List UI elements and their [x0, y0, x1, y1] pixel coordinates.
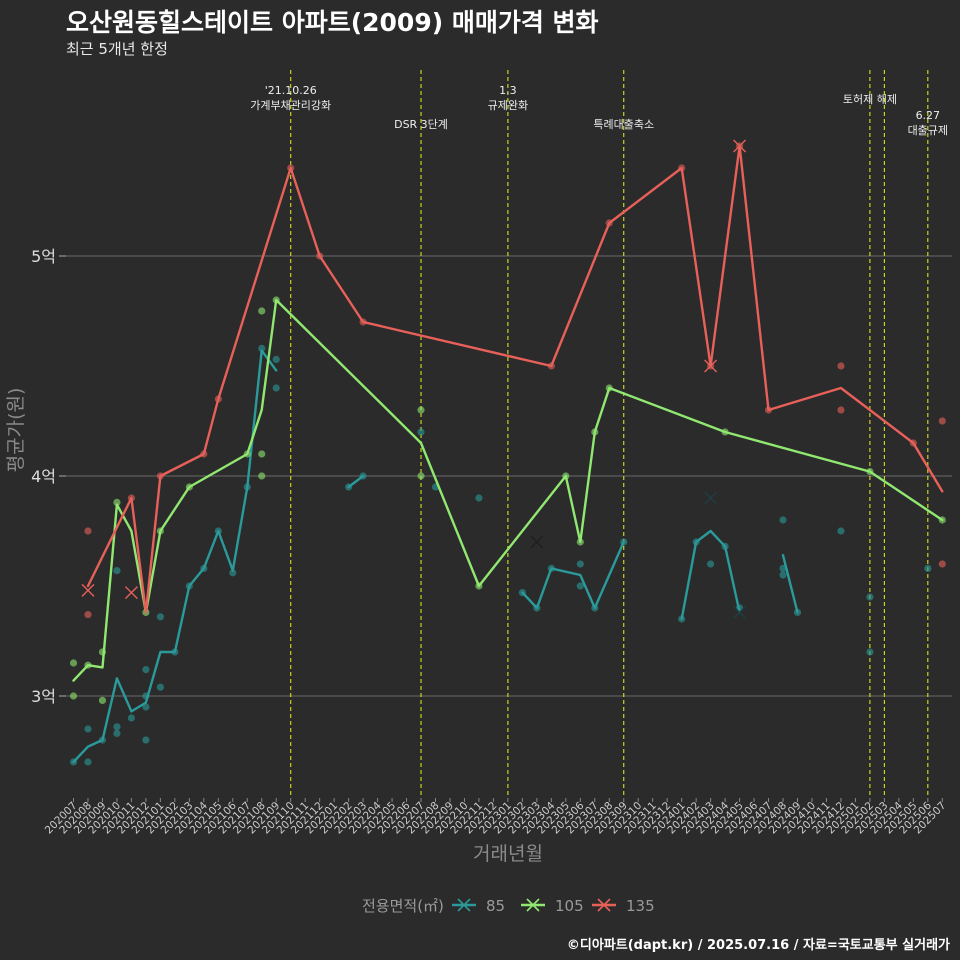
y-tick-label: 5억 [31, 247, 56, 266]
data-point [866, 648, 874, 656]
series-line [86, 144, 944, 614]
data-point [938, 417, 946, 425]
event-label-line: '21.10.26 [265, 84, 317, 97]
legend-cross [457, 898, 471, 912]
event-label: 6.27 대출규제 [908, 109, 948, 137]
cross-marker [704, 491, 718, 505]
data-point [84, 611, 92, 619]
series-105 [69, 296, 946, 705]
event-label: 특례대출축소 [593, 118, 654, 131]
grid-layer [66, 255, 952, 697]
series-line [347, 474, 365, 489]
source-caption: ©디아파트(dapt.kr) / 2025.07.16 / 자료=국토교통부 실… [566, 938, 950, 953]
data-point [417, 428, 425, 436]
chart-subtitle: 최근 5개년 한정 [66, 40, 168, 58]
event-label-line: 규제완화 [488, 99, 528, 112]
data-point [84, 725, 92, 733]
data-point [576, 560, 584, 568]
y-tick-label: 3억 [31, 687, 56, 706]
event-label: DSR 3단계 [394, 118, 448, 131]
data-point [113, 567, 121, 575]
cross-marker [124, 586, 138, 600]
event-label: 1.3 규제완화 [488, 84, 528, 112]
data-point [417, 406, 425, 414]
data-point [272, 384, 280, 392]
data-point [938, 560, 946, 568]
data-point [142, 736, 150, 744]
data-point [258, 450, 266, 458]
data-point [127, 714, 136, 722]
data-point [576, 582, 584, 590]
legend-cross [526, 898, 540, 912]
axis-layer: 3억4억5억2020072020082020092020102020112020… [5, 247, 948, 865]
data-point [417, 472, 425, 480]
y-tick-label: 4억 [31, 467, 56, 486]
data-point [113, 729, 121, 738]
data-point [866, 593, 874, 601]
data-point [156, 613, 164, 621]
cross-marker [704, 359, 718, 373]
event-label-line: 대출규제 [908, 124, 948, 137]
event-label: 토허제 해제 [843, 92, 897, 106]
data-point [779, 516, 787, 524]
cross-marker [733, 605, 747, 619]
data-point [258, 344, 266, 352]
legend-cross [597, 898, 611, 912]
event-label-line: 토허제 해제 [843, 92, 897, 106]
data-point [84, 527, 92, 535]
series-135 [81, 139, 946, 619]
event-label: '21.10.26 가계부채관리강화 [250, 84, 331, 112]
legend-label: 135 [626, 897, 655, 915]
data-point [84, 758, 92, 766]
event-label-line: 1.3 [499, 84, 517, 97]
data-point [707, 560, 715, 568]
data-point [475, 494, 483, 502]
series-line [72, 298, 944, 682]
series-line [781, 554, 799, 614]
legend-title: 전용면적(㎡) [362, 897, 444, 915]
series-layer [69, 139, 946, 766]
data-point [258, 307, 266, 315]
data-point [229, 569, 237, 577]
series-85 [69, 344, 932, 766]
event-label-line: DSR 3단계 [394, 118, 448, 131]
legend-label: 85 [486, 897, 505, 915]
data-point [69, 659, 78, 667]
event-label-line: 특례대출축소 [593, 118, 654, 131]
data-point [69, 692, 78, 700]
data-point [142, 703, 150, 711]
series-line [680, 529, 741, 621]
cross-marker [530, 535, 544, 549]
data-point [258, 472, 266, 480]
cross-marker [733, 139, 747, 153]
data-point [156, 683, 164, 691]
legend-label: 105 [555, 897, 584, 915]
data-point [98, 696, 107, 705]
data-point [837, 362, 845, 370]
data-point [924, 564, 932, 573]
legend: 전용면적(㎡) 85 105 135 [362, 897, 655, 915]
data-point [113, 498, 121, 506]
x-axis-title: 거래년월 [473, 843, 543, 865]
data-point [837, 527, 845, 535]
chart-title: 오산원동힐스테이트 아파트(2009) 매매가격 변화 [66, 8, 599, 37]
y-axis-title: 평균가(원) [5, 388, 27, 473]
series-line [72, 349, 278, 764]
data-point [142, 666, 150, 674]
data-point [113, 723, 121, 731]
data-point [272, 355, 280, 363]
series-line [521, 540, 625, 610]
data-point [837, 406, 845, 414]
data-point [779, 571, 787, 579]
event-label-line: 가계부채관리강화 [250, 99, 331, 112]
cross-marker [81, 583, 95, 597]
event-label-line: 6.27 [916, 109, 941, 122]
